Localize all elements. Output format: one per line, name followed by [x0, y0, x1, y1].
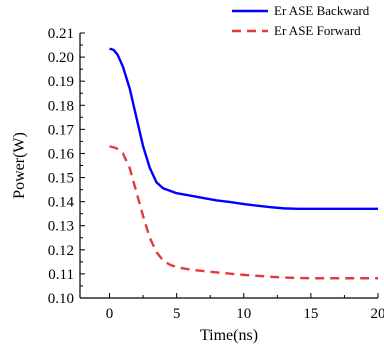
legend-label: Er ASE Forward — [274, 23, 361, 38]
x-ticks: 0 5 10 15 20 — [106, 293, 384, 322]
y-tick-label: 0.14 — [48, 195, 75, 211]
x-axis-label: Time(ns) — [200, 327, 258, 344]
y-tick-label: 0.21 — [48, 26, 74, 42]
series-line-er-ase-backward — [109, 47, 378, 211]
y-tick-label: 0.20 — [48, 50, 74, 66]
x-tick-label: 20 — [371, 306, 384, 322]
y-tick-label: 0.10 — [48, 291, 74, 307]
y-tick-label: 0.13 — [48, 219, 74, 235]
x-tick-label: 5 — [173, 306, 181, 322]
y-tick-label: 0.15 — [48, 171, 74, 187]
series-line-er-ase-forward — [109, 145, 378, 280]
series-layer — [109, 47, 378, 280]
legend: Er ASE Backward Er ASE Forward — [232, 3, 370, 38]
x-tick-label: 10 — [236, 306, 251, 322]
legend-label: Er ASE Backward — [274, 3, 370, 18]
x-tick-label: 15 — [303, 306, 318, 322]
x-tick-label: 0 — [106, 306, 114, 322]
y-axis-label: Power(W) — [11, 132, 28, 199]
y-tick-label: 0.12 — [48, 243, 74, 259]
plot-area: 0.10 0.11 0.12 0.13 0.14 0.15 0.16 0.17 0.18 0.19… — [48, 26, 384, 322]
y-tick-label: 0.11 — [48, 267, 74, 283]
y-tick-label: 0.19 — [48, 74, 74, 90]
y-ticks: 0.10 0.11 0.12 0.13 0.14 0.15 0.16 0.17 0.18 0.19… — [48, 26, 85, 307]
y-tick-label: 0.17 — [48, 122, 75, 138]
y-tick-label: 0.18 — [48, 98, 74, 114]
y-tick-label: 0.16 — [48, 146, 75, 162]
